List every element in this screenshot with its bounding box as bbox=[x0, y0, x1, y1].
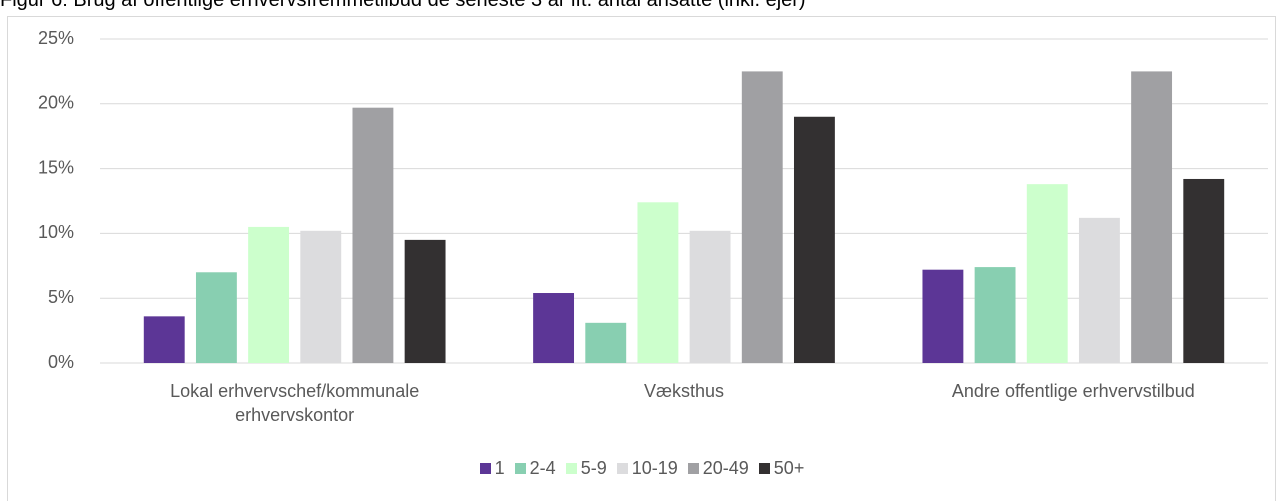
bar bbox=[143, 316, 185, 363]
bar bbox=[533, 293, 575, 363]
bar bbox=[974, 267, 1016, 363]
y-tick-label: 20% bbox=[38, 93, 74, 113]
y-tick-label: 10% bbox=[38, 222, 74, 242]
bar bbox=[195, 272, 237, 363]
bar bbox=[689, 230, 731, 363]
legend-swatch bbox=[616, 463, 628, 474]
legend-swatch bbox=[479, 463, 491, 474]
x-tick-label: Væksthus bbox=[643, 381, 725, 401]
bar bbox=[1078, 217, 1120, 363]
legend-label: 20-49 bbox=[702, 458, 749, 478]
y-tick-label: 15% bbox=[38, 157, 74, 177]
legend-swatch bbox=[687, 463, 699, 474]
x-tick-label: Lokal erhvervschef/kommunale erhvervskon… bbox=[170, 381, 420, 425]
bar bbox=[922, 269, 964, 363]
y-tick-label: 5% bbox=[48, 287, 74, 307]
bar bbox=[741, 71, 783, 364]
bar bbox=[1183, 178, 1225, 363]
legend-item: 20-49 bbox=[687, 458, 749, 479]
chart-frame bbox=[7, 16, 1276, 501]
legend-label: 10-19 bbox=[631, 458, 678, 478]
legend-item: 10-19 bbox=[616, 458, 678, 479]
legend-item: 1 bbox=[479, 458, 505, 479]
bar bbox=[637, 202, 679, 363]
x-tick-label: Andre offentlige erhvervstilbud bbox=[951, 381, 1195, 401]
bar bbox=[1131, 71, 1173, 364]
legend-label: 5-9 bbox=[580, 458, 607, 478]
y-tick-label: 25% bbox=[38, 28, 74, 48]
legend-label: 50+ bbox=[773, 458, 805, 478]
bar bbox=[793, 116, 835, 363]
bar bbox=[248, 226, 290, 363]
bar bbox=[404, 239, 446, 363]
bar bbox=[300, 230, 342, 363]
legend-swatch bbox=[514, 463, 526, 474]
legend-item: 5-9 bbox=[565, 458, 607, 479]
bar bbox=[585, 322, 627, 363]
legend-item: 2-4 bbox=[514, 458, 556, 479]
chart-title: Figur 6: Brug af offentlige erhvervsfrem… bbox=[0, 0, 806, 11]
legend-label: 1 bbox=[494, 458, 505, 478]
legend-item: 50+ bbox=[758, 458, 805, 479]
legend-swatch bbox=[758, 463, 770, 474]
legend: 1 2-4 5-9 10-19 20-49 50+ bbox=[0, 458, 1284, 479]
bar bbox=[1026, 184, 1068, 363]
bar bbox=[352, 107, 394, 363]
legend-swatch bbox=[565, 463, 577, 474]
legend-label: 2-4 bbox=[529, 458, 556, 478]
y-tick-label: 0% bbox=[48, 352, 74, 372]
